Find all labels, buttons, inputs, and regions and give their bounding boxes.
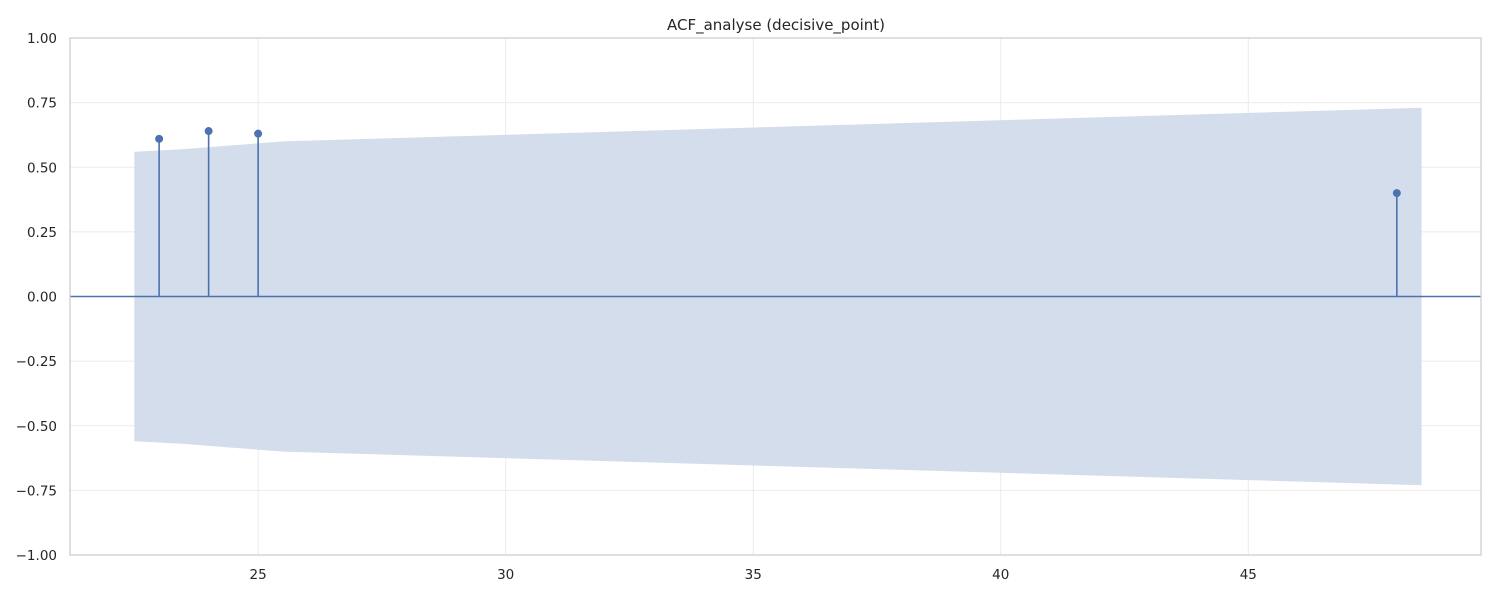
acf-marker	[204, 127, 213, 136]
acf-marker	[155, 134, 164, 143]
x-tick-label: 35	[745, 567, 762, 583]
series-layer	[70, 127, 1481, 298]
x-tick-labels: 25 30 35 40 45	[250, 567, 1257, 583]
y-tick-label: 0.75	[27, 96, 57, 112]
y-tick-label: 0.25	[27, 225, 57, 241]
acf-marker	[254, 129, 263, 138]
y-tick-label: −0.25	[16, 354, 57, 370]
x-tick-label: 30	[497, 567, 514, 583]
plot-frame	[69, 37, 1482, 556]
chart-title: ACF_analyse (decisive_point)	[667, 16, 885, 35]
y-tick-label: 0.00	[27, 290, 57, 306]
y-tick-label: 1.00	[27, 31, 57, 47]
y-tick-labels: 1.00 0.75 0.50 0.25 0.00 −0.25 −0.50 −0.75 −1.00	[16, 31, 57, 564]
y-tick-label: −0.75	[16, 483, 57, 499]
y-tick-label: 0.50	[27, 160, 57, 176]
y-tick-label: −0.50	[16, 419, 57, 435]
x-tick-label: 40	[992, 567, 1009, 583]
y-tick-label: −1.00	[16, 548, 57, 564]
x-tick-label: 45	[1240, 567, 1257, 583]
acf-marker	[1392, 189, 1401, 198]
x-tick-label: 25	[250, 567, 267, 583]
